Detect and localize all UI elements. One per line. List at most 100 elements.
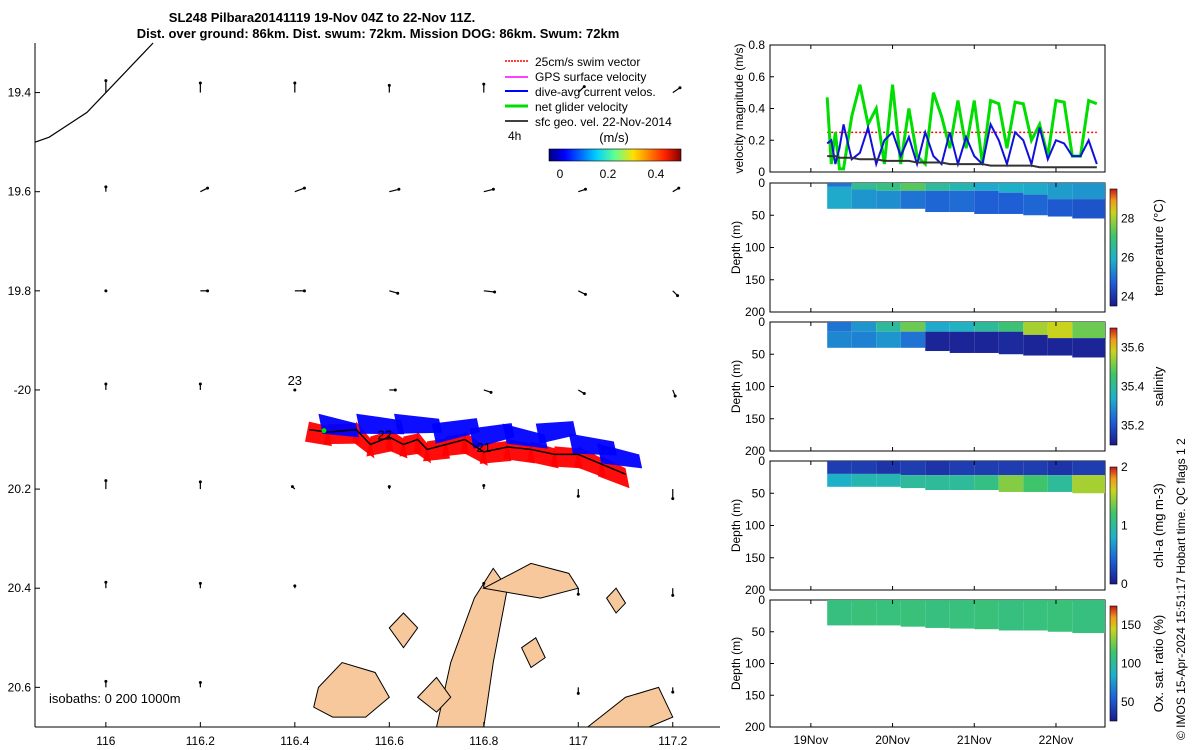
geo-velocity-head [576, 494, 580, 498]
legend-gps-label: GPS surface velocity [535, 70, 646, 84]
swim-vector-patch [527, 441, 559, 469]
profile-cell [876, 461, 901, 474]
profile-cell [925, 475, 950, 491]
colorbar-label: salinity [1151, 366, 1166, 406]
profile-cell [974, 475, 999, 491]
map-y-tick-label: 20.2 [8, 482, 32, 496]
profile-cell [851, 473, 877, 487]
geo-velocity-head [293, 584, 297, 588]
profile-cell [949, 461, 975, 476]
figure-title-line2: Dist. over ground: 86km. Dist. swum: 72k… [137, 26, 620, 41]
geo-velocity-head [104, 382, 108, 386]
current-vector [535, 421, 577, 444]
velocity-series-line [827, 155, 1097, 169]
geo-velocity-vector [483, 188, 494, 193]
geo-velocity-head [582, 392, 586, 396]
time-tick-label: 19Nov [794, 733, 829, 747]
geo-velocity-head [198, 480, 202, 484]
profile-cell [1023, 600, 1048, 631]
profile-cell [949, 475, 975, 491]
profile-panel: 0 50 100 150 200 Depth (m) 35.2 35.4 35.6 salinit… [729, 315, 1166, 458]
colorbar-tick-label: 26 [1121, 250, 1135, 264]
swim-vector-patch [574, 446, 606, 479]
profile-cell [1023, 475, 1048, 492]
time-tick-label: 21Nov [957, 733, 992, 747]
geo-velocity-head [677, 186, 681, 190]
speed-colorbar-tick: 0.4 [648, 167, 665, 181]
depth-tick-label: 100 [745, 657, 765, 671]
speed-colorbar-title: (m/s) [599, 130, 629, 145]
depth-tick-label: 0 [758, 454, 765, 468]
velocity-series-line [825, 84, 1098, 171]
current-vector [394, 413, 443, 434]
current-vector [469, 423, 515, 449]
map-y-tick-label: 20.6 [8, 680, 32, 694]
island [482, 562, 580, 599]
profile-cell [1047, 475, 1073, 492]
depth-tick-label: 200 [745, 444, 765, 458]
velocity-series-line [826, 121, 1098, 168]
geo-velocity-head [396, 291, 400, 295]
profile-cell [1047, 322, 1073, 339]
velocity-y-axis-label: velocity magnitude (m/s) [732, 43, 746, 173]
profile-cell [876, 183, 901, 191]
geo-velocity-head [397, 187, 401, 191]
profile-cell [1047, 183, 1073, 200]
depth-tick-label: 50 [752, 625, 766, 639]
profile-cell [1047, 199, 1073, 217]
geo-velocity-head [104, 289, 108, 293]
speed-colorbar: (m/s) 0 0.2 0.4 [548, 130, 682, 181]
map-y-tick-label: 19.8 [8, 284, 32, 298]
profile-cell [827, 183, 852, 187]
velocity-y-tick-label: 0 [758, 165, 765, 179]
geo-velocity-head [676, 294, 680, 298]
profile-cell [851, 461, 877, 474]
map-x-tick-label: 117.2 [658, 734, 687, 748]
profile-cell [925, 322, 950, 332]
geo-velocity-head [302, 186, 306, 190]
map-x-tick-label: 116.2 [186, 734, 215, 748]
profile-cell [949, 190, 975, 213]
profile-cell [827, 473, 852, 487]
depth-tick-label: 0 [758, 176, 765, 190]
map-x-tick-label: 116.8 [469, 734, 498, 748]
profile-cell [827, 461, 852, 474]
depth-tick-label: 50 [752, 486, 766, 500]
geo-velocity-head [198, 81, 202, 85]
profile-cell [851, 189, 877, 209]
profile-cell [1072, 199, 1105, 219]
figure-title-line1: SL248 Pilbara20141119 19-Nov 04Z to 22-N… [169, 10, 475, 25]
profile-cell [998, 192, 1024, 214]
depth-tick-label: 150 [745, 688, 765, 702]
colorbar [1109, 466, 1118, 585]
map-panel: 23 22 21 116 116.2 116.4 116.6 116.8 117 117.2 19… [8, 42, 720, 748]
depth-tick-label: 200 [745, 720, 765, 734]
profile-cell [876, 331, 901, 348]
depth-tick-label: 200 [745, 583, 765, 597]
geo-velocity-head [482, 483, 486, 487]
colorbar-tick-label: 2 [1121, 460, 1128, 474]
imos-credit: © IMOS 15-Apr-2024 15:51:17 Hobart time.… [1174, 438, 1188, 740]
profile-cell [851, 600, 877, 626]
profile-cell [949, 600, 975, 629]
profile-cell [876, 473, 901, 487]
profile-cell [900, 475, 926, 489]
legend-geo-label: sfc geo. vel. 22-Nov-2014 [535, 115, 672, 129]
profile-cell [974, 183, 999, 191]
profile-cell [998, 331, 1024, 355]
profile-cell [925, 331, 950, 352]
day-label: 22 [377, 428, 391, 443]
swim-vector-patch [479, 440, 512, 464]
geo-velocity-head [576, 592, 580, 596]
profile-cell [1072, 338, 1105, 358]
time-tick-label: 22Nov [1039, 733, 1074, 747]
isobaths-label: isobaths: 0 200 1000m [49, 691, 181, 706]
profile-cell [851, 322, 877, 332]
colorbar-tick-label: 35.2 [1121, 419, 1145, 433]
colorbar-tick-label: 35.6 [1121, 341, 1145, 355]
colorbar-tick-label: 0 [1121, 577, 1128, 591]
map-content: 23 22 21 [34, 42, 682, 728]
colorbar-tick-label: 50 [1121, 695, 1135, 709]
coastline [34, 42, 154, 143]
